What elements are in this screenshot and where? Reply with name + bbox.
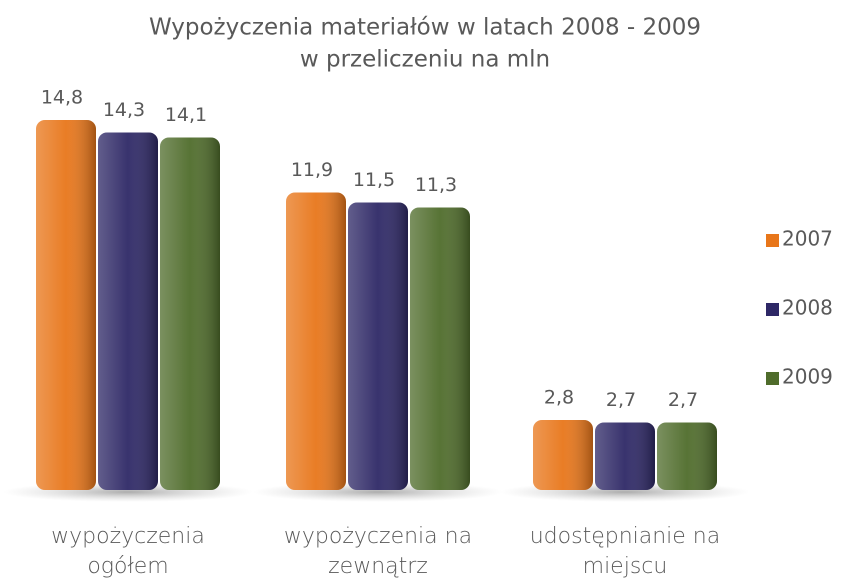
legend-label: 2007 (782, 227, 833, 251)
x-tick-label: wypożyczenia na zewnątrz (283, 524, 473, 579)
bar-shade (533, 420, 593, 490)
data-label: 11,9 (291, 159, 333, 181)
bar-shade (595, 422, 655, 490)
legend-swatch (766, 372, 779, 385)
chart-subtitle: w przeliczeniu na mln (300, 47, 550, 73)
bar-shade (410, 207, 470, 490)
data-label: 2,7 (668, 389, 698, 411)
x-tick-label: udostępnianie na miejscu (529, 524, 721, 579)
data-label: 11,5 (353, 169, 395, 191)
data-label: 14,3 (103, 99, 145, 121)
bar-shade (98, 132, 158, 490)
legend-label: 2008 (782, 296, 833, 320)
data-label: 2,7 (606, 389, 636, 411)
bar-shade (348, 202, 408, 490)
data-label: 14,1 (165, 104, 207, 126)
bar-shade (657, 422, 717, 490)
bar-shade (286, 192, 346, 490)
chart-title: Wypożyczenia materiałów w latach 2008 - … (149, 15, 701, 41)
legend-swatch (766, 234, 779, 247)
bar-shade (36, 120, 96, 490)
data-label: 2,8 (544, 387, 574, 409)
data-label: 11,3 (415, 174, 457, 196)
legend-label: 2009 (782, 365, 833, 389)
x-tick-label: wypożyczenia ogółem (51, 524, 205, 579)
bar-shade (160, 137, 220, 490)
legend-swatch (766, 303, 779, 316)
data-label: 14,8 (41, 87, 83, 109)
